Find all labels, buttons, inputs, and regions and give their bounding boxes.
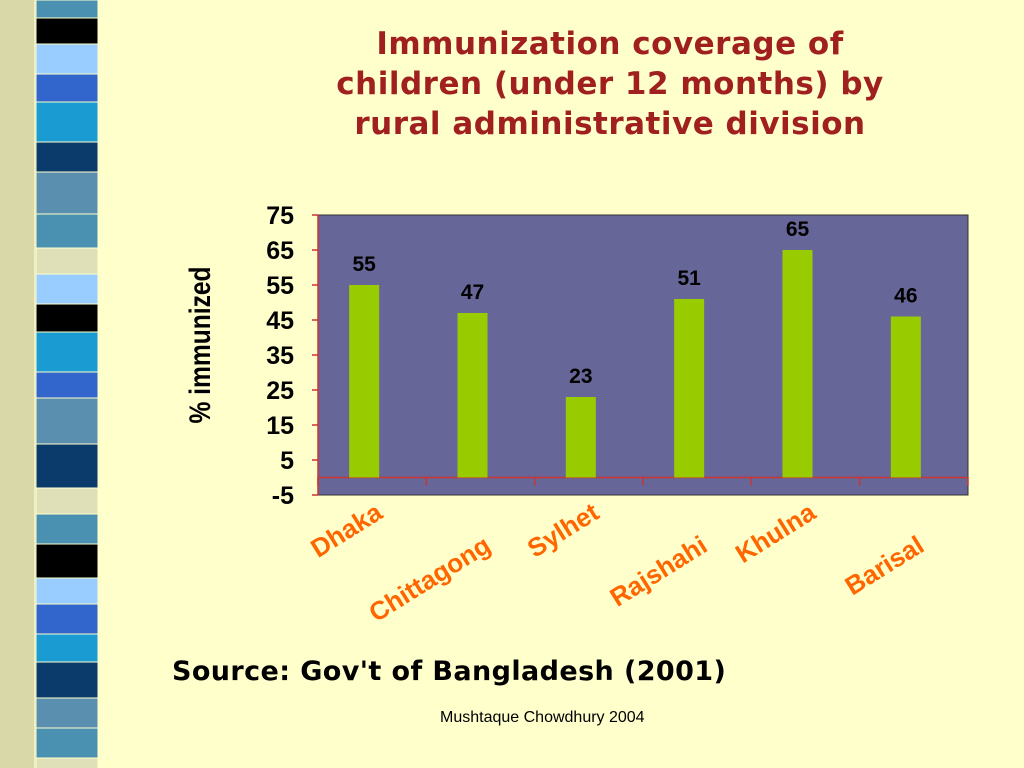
y-tick-label: 25 [266,377,294,405]
strip-block [35,487,99,515]
strip-block [35,633,99,663]
strip-block [35,513,99,545]
category-label: Sylhet [522,496,604,563]
strip-block [35,213,99,249]
strip-edge [34,0,36,768]
strip-block [35,443,99,489]
bar [349,285,380,478]
strip-block [35,247,99,275]
strip-block [35,697,99,729]
y-tick-label: 65 [266,237,294,265]
strip-block [35,727,99,759]
title-line-1: Immunization coverage of [376,26,844,62]
strip-block [35,757,99,768]
bar [890,316,921,478]
strip-block [35,661,99,699]
strip-block [35,397,99,445]
y-tick-label: -5 [272,482,294,510]
y-tick-label: 15 [266,412,294,440]
slide-title: Immunization coverage of children (under… [260,24,960,144]
strip-block [35,371,99,399]
y-tick-label: 55 [266,272,294,300]
y-axis-label: % immunized [183,266,217,423]
bar [457,313,488,478]
data-label: 55 [352,253,376,276]
data-label: 47 [461,281,484,304]
category-label: Rajshahi [605,530,713,613]
strip-block [35,303,99,333]
y-tick-label: 45 [266,307,294,335]
category-label: Khulna [730,496,821,568]
strip-block [35,577,99,605]
title-line-3: rural administrative division [354,106,866,142]
data-label: 65 [786,218,810,241]
bar [674,299,705,478]
bar [565,397,596,478]
strip-block [35,171,99,215]
strip-block [35,73,99,103]
plot-area [317,214,969,496]
y-tick-label: 5 [280,447,294,475]
strip-block [35,101,99,143]
data-label: 46 [894,285,917,308]
strip-block [35,43,99,75]
y-tick-label: 75 [266,202,294,230]
strip-bevel [0,0,34,768]
category-label: Barisal [840,530,929,601]
decorative-side-strip [0,0,120,768]
category-label: Dhaka [305,496,388,563]
strip-block [35,0,99,19]
strip-block [35,17,99,45]
strip-block [35,603,99,635]
strip-block [35,141,99,173]
author-note: Mushtaque Chowdhury 2004 [440,709,645,726]
category-label: Chittagong [363,530,495,628]
bar [782,250,813,478]
strip-gap [98,0,118,768]
source-note: Source: Gov't of Bangladesh (2001) [172,656,727,687]
title-line-2: children (under 12 months) by [336,66,884,102]
strip-block [35,543,99,579]
strip-block [35,273,99,305]
strip-block [35,331,99,373]
data-label: 51 [677,267,701,290]
bar-chart: 75 65 55 45 35 25 15 5 -5 % immunized 55 Dhaka 47 Chi… [183,202,969,628]
y-tick-label: 35 [266,342,294,370]
data-label: 23 [569,365,592,388]
